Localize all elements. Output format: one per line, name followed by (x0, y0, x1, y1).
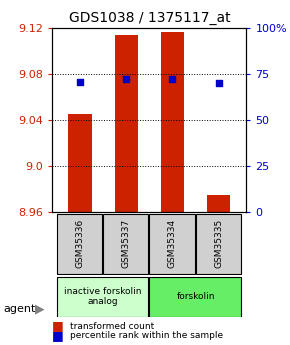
Text: GSM35337: GSM35337 (122, 219, 131, 268)
Text: GSM35335: GSM35335 (214, 219, 223, 268)
Text: GSM35334: GSM35334 (168, 219, 177, 268)
FancyBboxPatch shape (103, 214, 148, 274)
Text: percentile rank within the sample: percentile rank within the sample (70, 331, 223, 340)
FancyBboxPatch shape (149, 214, 195, 274)
Text: forskolin: forskolin (176, 292, 215, 301)
Bar (68, 114, 92, 212)
Text: agent: agent (3, 304, 35, 314)
Bar (161, 32, 184, 212)
FancyBboxPatch shape (196, 214, 241, 274)
Point (124, 77, 128, 82)
FancyBboxPatch shape (149, 276, 241, 317)
Text: ■: ■ (52, 319, 64, 333)
Point (170, 77, 175, 82)
Text: transformed count: transformed count (70, 322, 154, 331)
Bar (207, 195, 230, 212)
Bar (115, 34, 138, 212)
Point (78, 79, 82, 85)
FancyBboxPatch shape (57, 276, 148, 317)
Text: GSM35336: GSM35336 (75, 219, 84, 268)
FancyBboxPatch shape (57, 214, 102, 274)
Text: inactive forskolin
analog: inactive forskolin analog (64, 287, 142, 306)
Point (216, 80, 221, 86)
Text: ▶: ▶ (35, 302, 44, 315)
Text: ■: ■ (52, 329, 64, 342)
Title: GDS1038 / 1375117_at: GDS1038 / 1375117_at (68, 11, 230, 25)
